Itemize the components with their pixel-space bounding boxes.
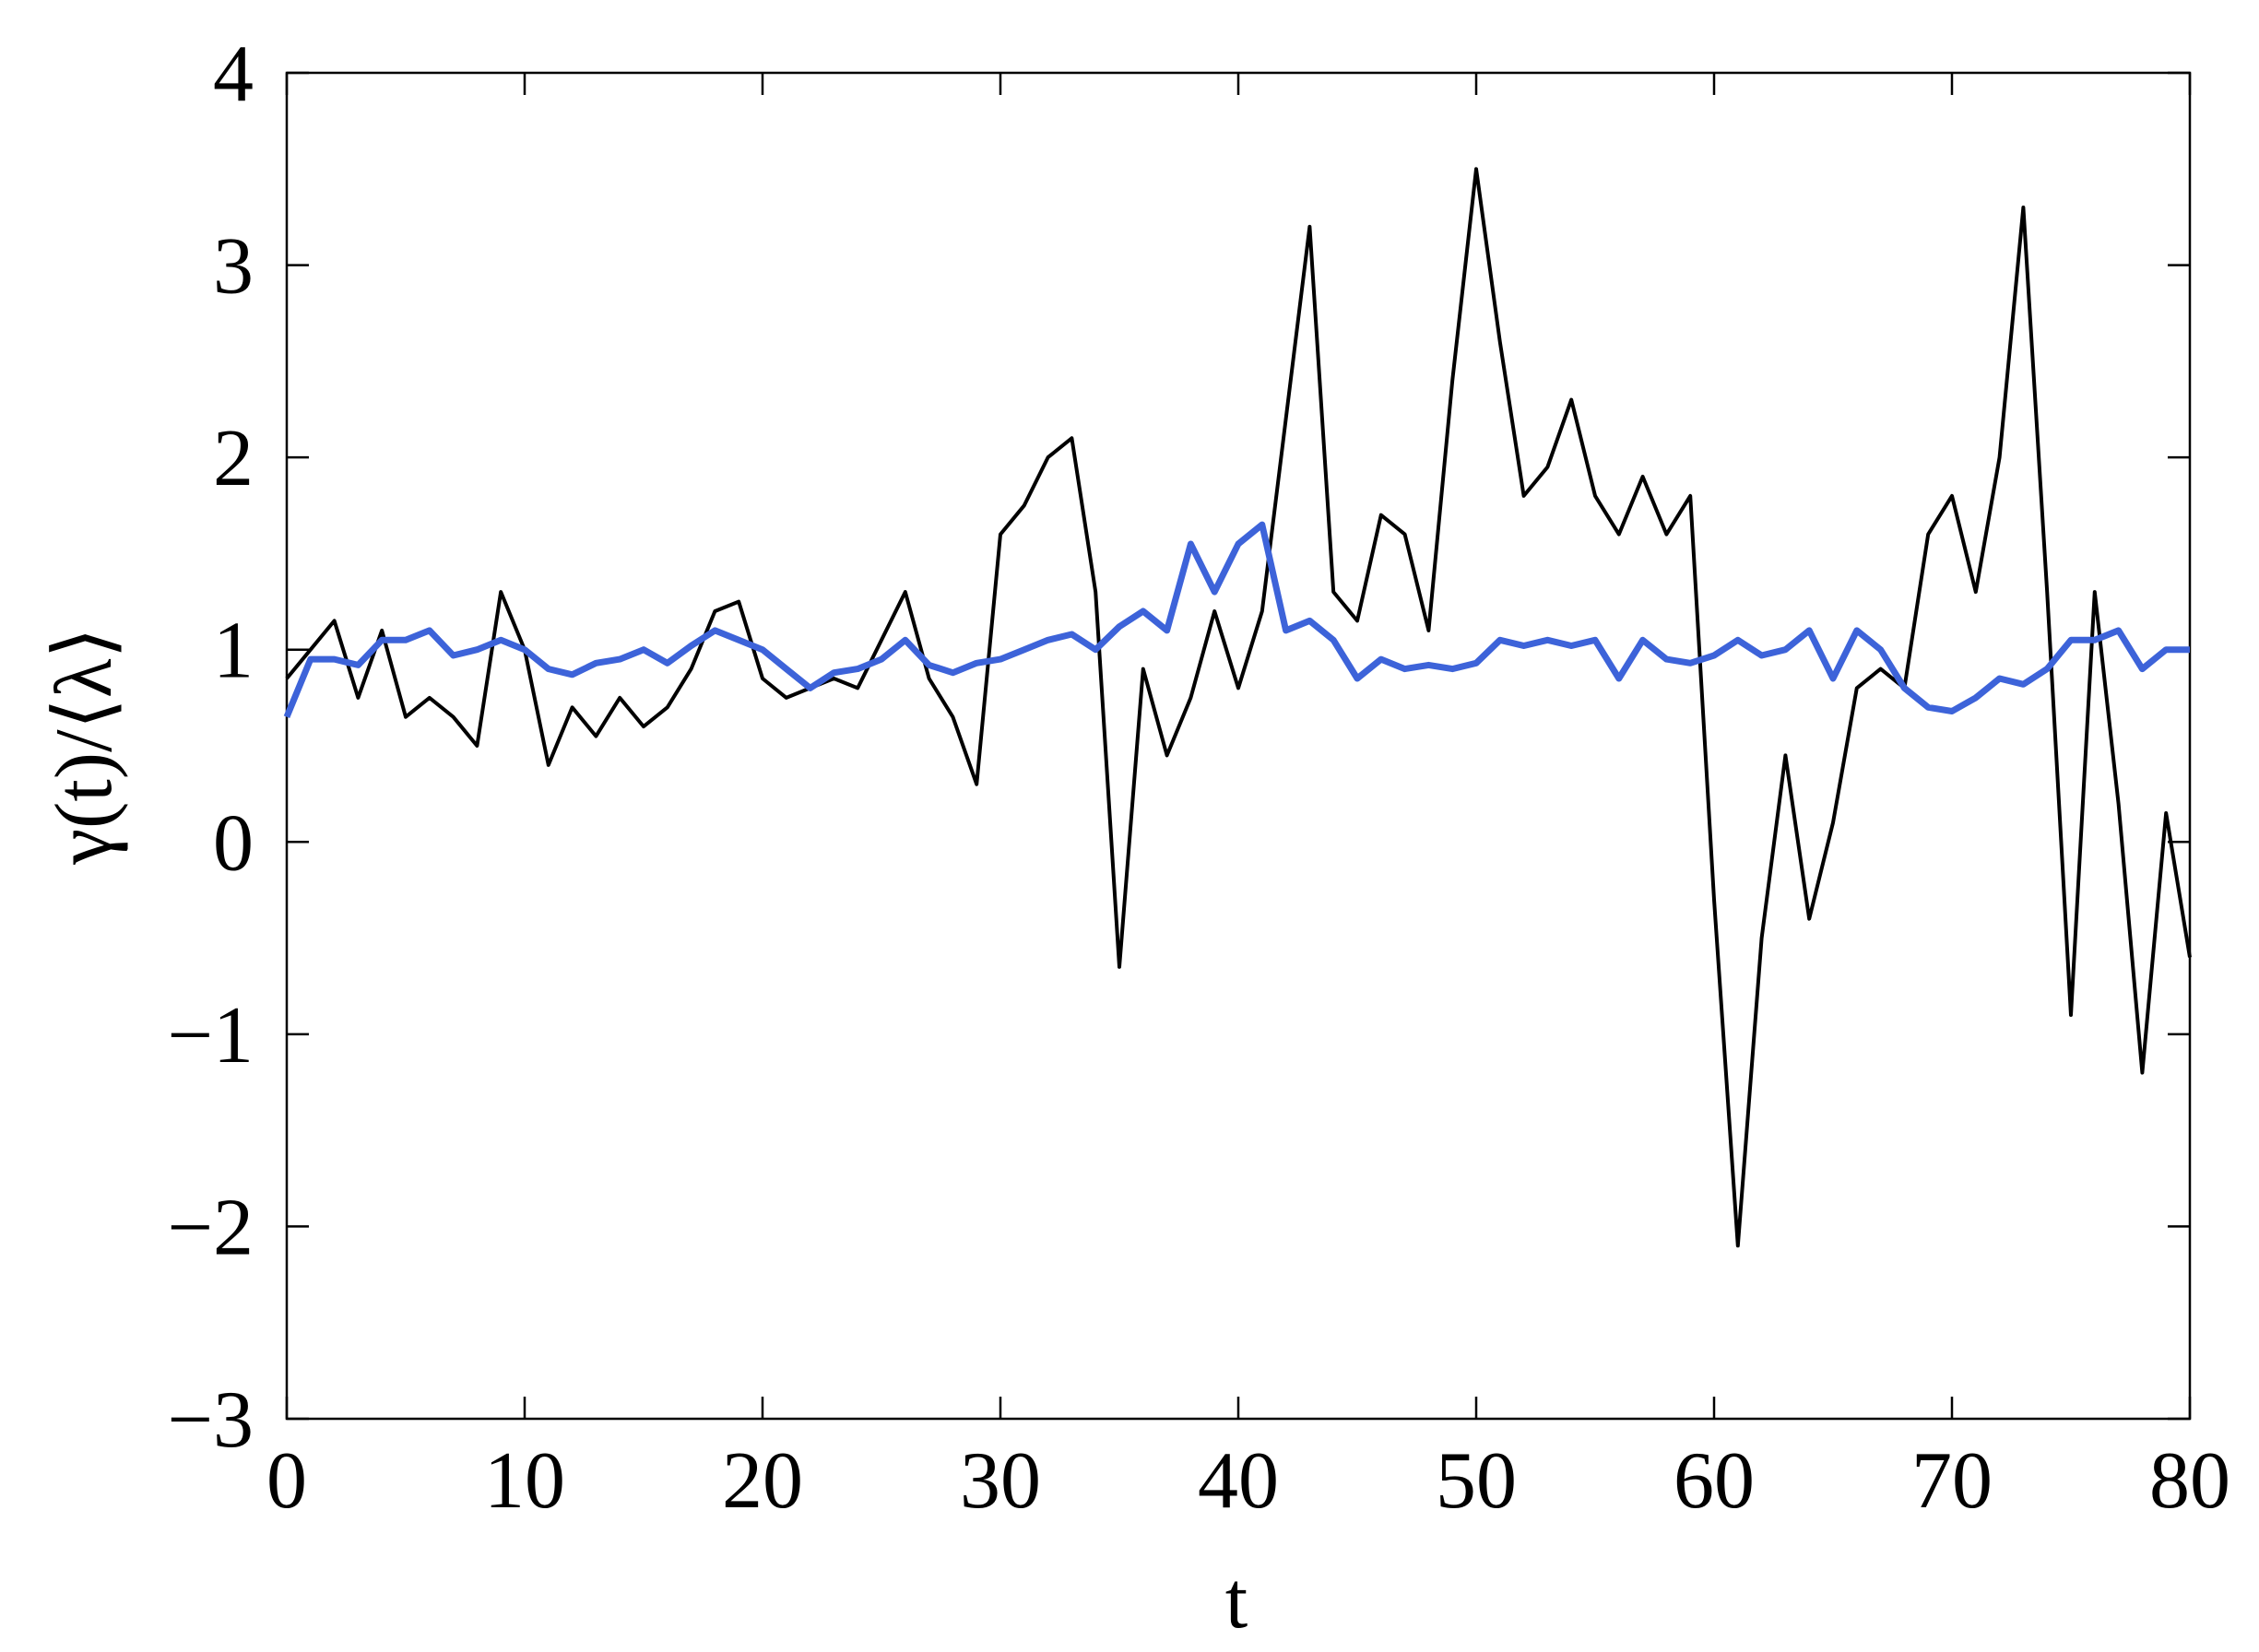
line-series [283, 521, 2190, 719]
y-tick-label: 4 [213, 30, 254, 119]
line-series [285, 167, 2192, 1248]
x-tick-label: 40 [1198, 1436, 1279, 1526]
y-tick-label: −1 [167, 991, 254, 1080]
y-tick-label: 1 [213, 607, 254, 696]
plot-frame [285, 71, 2192, 1421]
x-tick-label: 50 [1436, 1436, 1517, 1526]
x-tick-label: 70 [1911, 1436, 1993, 1526]
y-axis-label: γ(t)/⟨λ⟩ [40, 627, 129, 866]
x-tick-label: 20 [722, 1436, 803, 1526]
y-tick-label: 3 [213, 222, 254, 312]
x-tick-label: 10 [484, 1436, 565, 1526]
y-tick-label: 2 [213, 414, 254, 503]
x-tick-label: 0 [266, 1436, 307, 1526]
y-tick-label: 0 [213, 798, 254, 888]
y-tick-label: −2 [167, 1183, 254, 1272]
x-tick-label: 60 [1674, 1436, 1755, 1526]
x-axis-label: t [1225, 1556, 1248, 1646]
y-tick-label: −3 [167, 1375, 254, 1465]
x-tick-label: 30 [960, 1436, 1041, 1526]
x-tick-label: 80 [2149, 1436, 2230, 1526]
